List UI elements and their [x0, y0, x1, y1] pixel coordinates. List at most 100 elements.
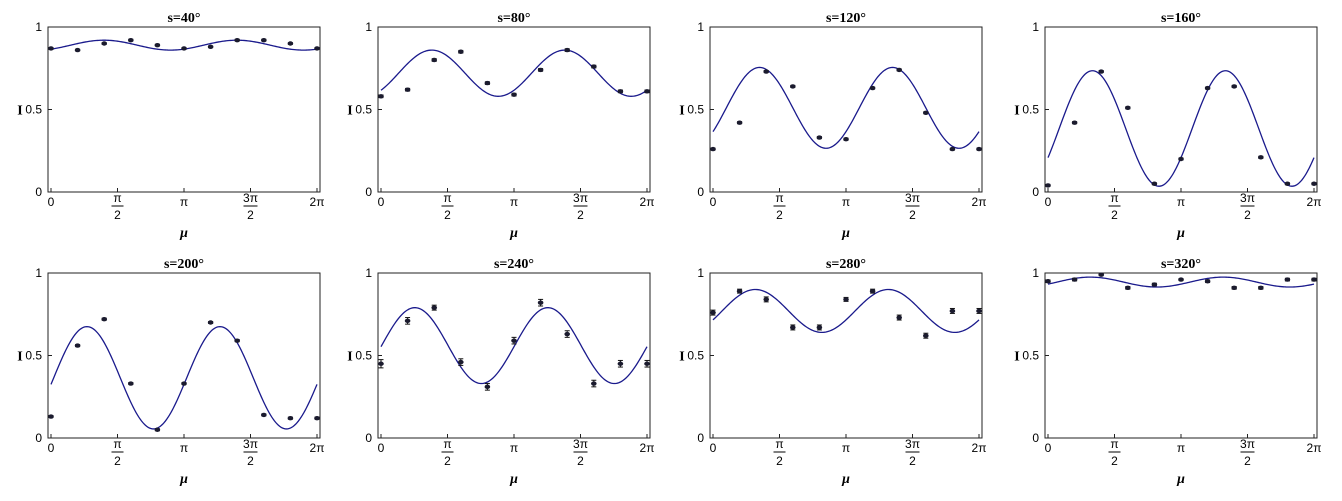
data-point [207, 44, 214, 49]
y-axis-label: I [679, 104, 684, 119]
x-tick-label-denominator: 2 [577, 208, 584, 222]
data-point [234, 38, 240, 43]
data-point [431, 57, 438, 63]
data-point [537, 67, 544, 73]
plot-frame [377, 272, 651, 439]
x-tick-label: 3π2 [243, 437, 258, 468]
x-tick-label: 2π [640, 195, 655, 209]
y-tick-label: 0 [35, 185, 42, 199]
chart-title: s=320° [1161, 257, 1201, 272]
data-point [1125, 105, 1131, 111]
data-point [763, 297, 770, 302]
y-axis-label: I [1014, 350, 1019, 365]
y-tick-label: 0 [365, 431, 372, 445]
data-point [1311, 181, 1317, 186]
data-point [1178, 277, 1184, 282]
data-point [431, 305, 438, 310]
y-tick-label: 0.5 [355, 103, 372, 117]
fit-curve [712, 66, 980, 149]
data-point [1231, 84, 1237, 89]
x-tick-label: π [510, 195, 518, 209]
x-axis-label: μ [1176, 472, 1185, 487]
data-point [181, 46, 187, 51]
plot-frame [1044, 26, 1318, 193]
data-point [896, 67, 902, 73]
x-tick-label-numerator: 3π [905, 191, 920, 205]
data-point [181, 381, 187, 386]
data-point [128, 38, 134, 43]
x-tick-label: π [1177, 441, 1185, 455]
data-point [74, 47, 81, 53]
data-point [287, 416, 294, 421]
x-tick-label-denominator: 2 [1111, 454, 1118, 468]
data-point [869, 85, 876, 91]
data-point [234, 338, 240, 343]
data-point [869, 288, 876, 294]
x-tick-label-denominator: 2 [577, 454, 584, 468]
data-point [1098, 272, 1105, 277]
data-point [458, 359, 464, 365]
x-tick-label: 3π2 [1240, 437, 1255, 468]
data-point [1258, 155, 1264, 160]
data-point [1178, 156, 1184, 162]
data-point [48, 414, 54, 419]
x-tick-label-denominator: 2 [776, 208, 783, 222]
fit-curve [380, 49, 648, 97]
x-tick-label-denominator: 2 [1244, 208, 1251, 222]
fit-curve [380, 307, 648, 385]
y-tick-label: 0 [697, 185, 704, 199]
y-axis-label: I [17, 350, 22, 365]
x-tick-label: 2π [972, 441, 987, 455]
y-tick-label: 1 [35, 20, 42, 34]
data-point [617, 89, 624, 94]
data-point [511, 338, 517, 343]
y-tick-label: 0.5 [687, 103, 704, 117]
data-point [1045, 279, 1051, 284]
y-tick-label: 1 [697, 20, 704, 34]
y-tick-label: 0 [1032, 431, 1039, 445]
x-tick-label-numerator: 3π [905, 437, 920, 451]
data-point [1071, 120, 1078, 125]
y-axis-label: I [347, 104, 352, 119]
chart-title: s=120° [826, 11, 866, 26]
x-tick-label: 0 [710, 195, 717, 209]
x-tick-label-numerator: 3π [573, 191, 588, 205]
plot-frame [709, 26, 983, 193]
data-point [101, 317, 108, 322]
data-point [1071, 277, 1078, 282]
data-point [128, 381, 134, 386]
data-point [207, 320, 214, 325]
data-point [101, 41, 108, 46]
plot-frame [47, 26, 321, 193]
data-point [1151, 181, 1158, 186]
y-tick-label: 0.5 [1022, 103, 1039, 117]
x-tick-label-denominator: 2 [1244, 454, 1251, 468]
data-point [564, 331, 570, 337]
x-tick-label-numerator: 3π [243, 191, 258, 205]
x-tick-label: π [842, 195, 850, 209]
x-tick-label: 3π2 [243, 191, 258, 222]
data-point [843, 297, 849, 302]
y-tick-label: 1 [697, 266, 704, 280]
x-tick-label: 2π [1307, 195, 1322, 209]
data-point [710, 310, 716, 315]
data-point [591, 381, 597, 386]
x-tick-label-numerator: π [1110, 191, 1118, 205]
fit-curve [1047, 276, 1315, 288]
x-tick-label: 3π2 [1240, 191, 1255, 222]
x-tick-label: π2 [773, 437, 786, 468]
x-tick-label-denominator: 2 [1111, 208, 1118, 222]
x-tick-label: 2π [310, 441, 325, 455]
chart-title: s=240° [494, 257, 534, 272]
y-axis-label: I [17, 104, 22, 119]
x-tick-label: π [180, 441, 188, 455]
y-tick-label: 1 [365, 266, 372, 280]
x-tick-label: π2 [441, 437, 454, 468]
x-tick-label: 2π [972, 195, 987, 209]
x-tick-label: π2 [773, 191, 786, 222]
y-tick-label: 0.5 [687, 349, 704, 363]
data-point [976, 308, 982, 314]
